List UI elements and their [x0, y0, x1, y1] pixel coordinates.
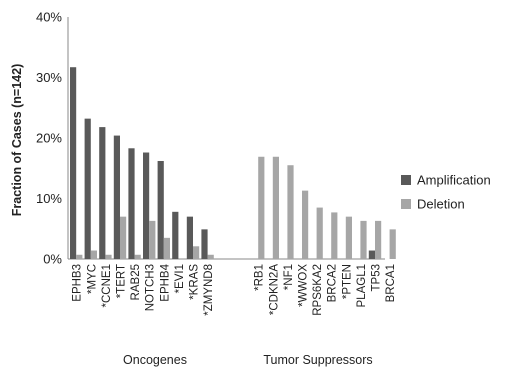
category-label: EPHB4	[159, 263, 171, 301]
bar-deletion	[90, 250, 97, 259]
bar-amplification	[128, 148, 135, 259]
bar-deletion	[149, 220, 156, 259]
bar-deletion	[105, 254, 112, 259]
category-label: BRCA2	[327, 264, 339, 302]
category-label: *KRAS	[189, 264, 201, 300]
bar-deletion	[360, 220, 367, 259]
category-label: *PTEN	[341, 264, 353, 299]
bars	[70, 67, 396, 259]
y-tick-label: 30%	[36, 70, 62, 85]
category-label: EPHB3	[72, 264, 84, 302]
legend-swatch	[401, 175, 411, 185]
bar-deletion	[287, 165, 294, 259]
category-label: NOTCH3	[145, 264, 157, 311]
bar-amplification	[157, 160, 164, 259]
bar-amplification	[99, 127, 106, 259]
category-label: *MYC	[86, 264, 98, 294]
y-axis-label: Fraction of Cases (n=142)	[10, 64, 24, 216]
bar-deletion	[331, 212, 338, 259]
bar-amplification	[172, 211, 179, 259]
category-label: *CCNE1	[101, 264, 113, 307]
bar-deletion	[272, 156, 279, 259]
bar-deletion	[207, 254, 214, 259]
category-labels: EPHB3 *MYC *CCNE1 *TERT RAB25 NOTCH3 EPHB4 *EVI…	[72, 263, 397, 367]
bar-deletion	[389, 229, 396, 259]
bar-deletion	[134, 254, 141, 259]
category-label: *RB1	[254, 264, 266, 291]
y-tick-label: 0%	[43, 252, 62, 267]
category-label: PLAGL1	[356, 264, 368, 307]
bar-deletion	[345, 216, 352, 259]
bar-deletion	[302, 190, 309, 259]
bar-amplification	[143, 152, 150, 259]
y-tick-label: 40%	[36, 10, 62, 25]
category-label: *WWOX	[298, 264, 310, 307]
category-label: *ZMYND8	[203, 264, 215, 316]
y-tick-label: 10%	[36, 191, 62, 206]
bar-deletion	[375, 220, 382, 259]
bar-deletion	[163, 237, 170, 259]
bar-amplification	[201, 229, 208, 259]
bar-amplification	[186, 216, 193, 259]
category-label: TP53	[371, 264, 383, 292]
category-label: *TERT	[116, 264, 128, 298]
legend-swatch	[401, 199, 411, 209]
bar-amplification	[113, 135, 120, 259]
category-label: *EVI1	[174, 264, 186, 293]
legend-label: Deletion	[417, 197, 465, 212]
legend-label: Amplification	[417, 173, 491, 188]
y-tick-label: 20%	[36, 131, 62, 146]
legend: Amplification Deletion	[401, 173, 491, 212]
category-label: BRCA1	[385, 264, 397, 302]
bar-amplification	[70, 67, 77, 259]
bar-amplification	[84, 118, 91, 259]
bar-deletion	[316, 207, 323, 259]
category-label: RPS6KA2	[312, 264, 324, 316]
category-label: *CDKN2A	[268, 264, 280, 315]
bar-deletion	[193, 246, 200, 259]
group-label: Tumor Suppressors	[263, 353, 372, 367]
category-label: *NF1	[283, 264, 295, 290]
bar-deletion	[258, 156, 265, 259]
bar-deletion	[120, 216, 127, 259]
category-label: RAB25	[130, 264, 142, 300]
group-label: Oncogenes	[123, 353, 187, 367]
bar-deletion	[76, 254, 83, 259]
bar-amplification	[368, 250, 375, 259]
